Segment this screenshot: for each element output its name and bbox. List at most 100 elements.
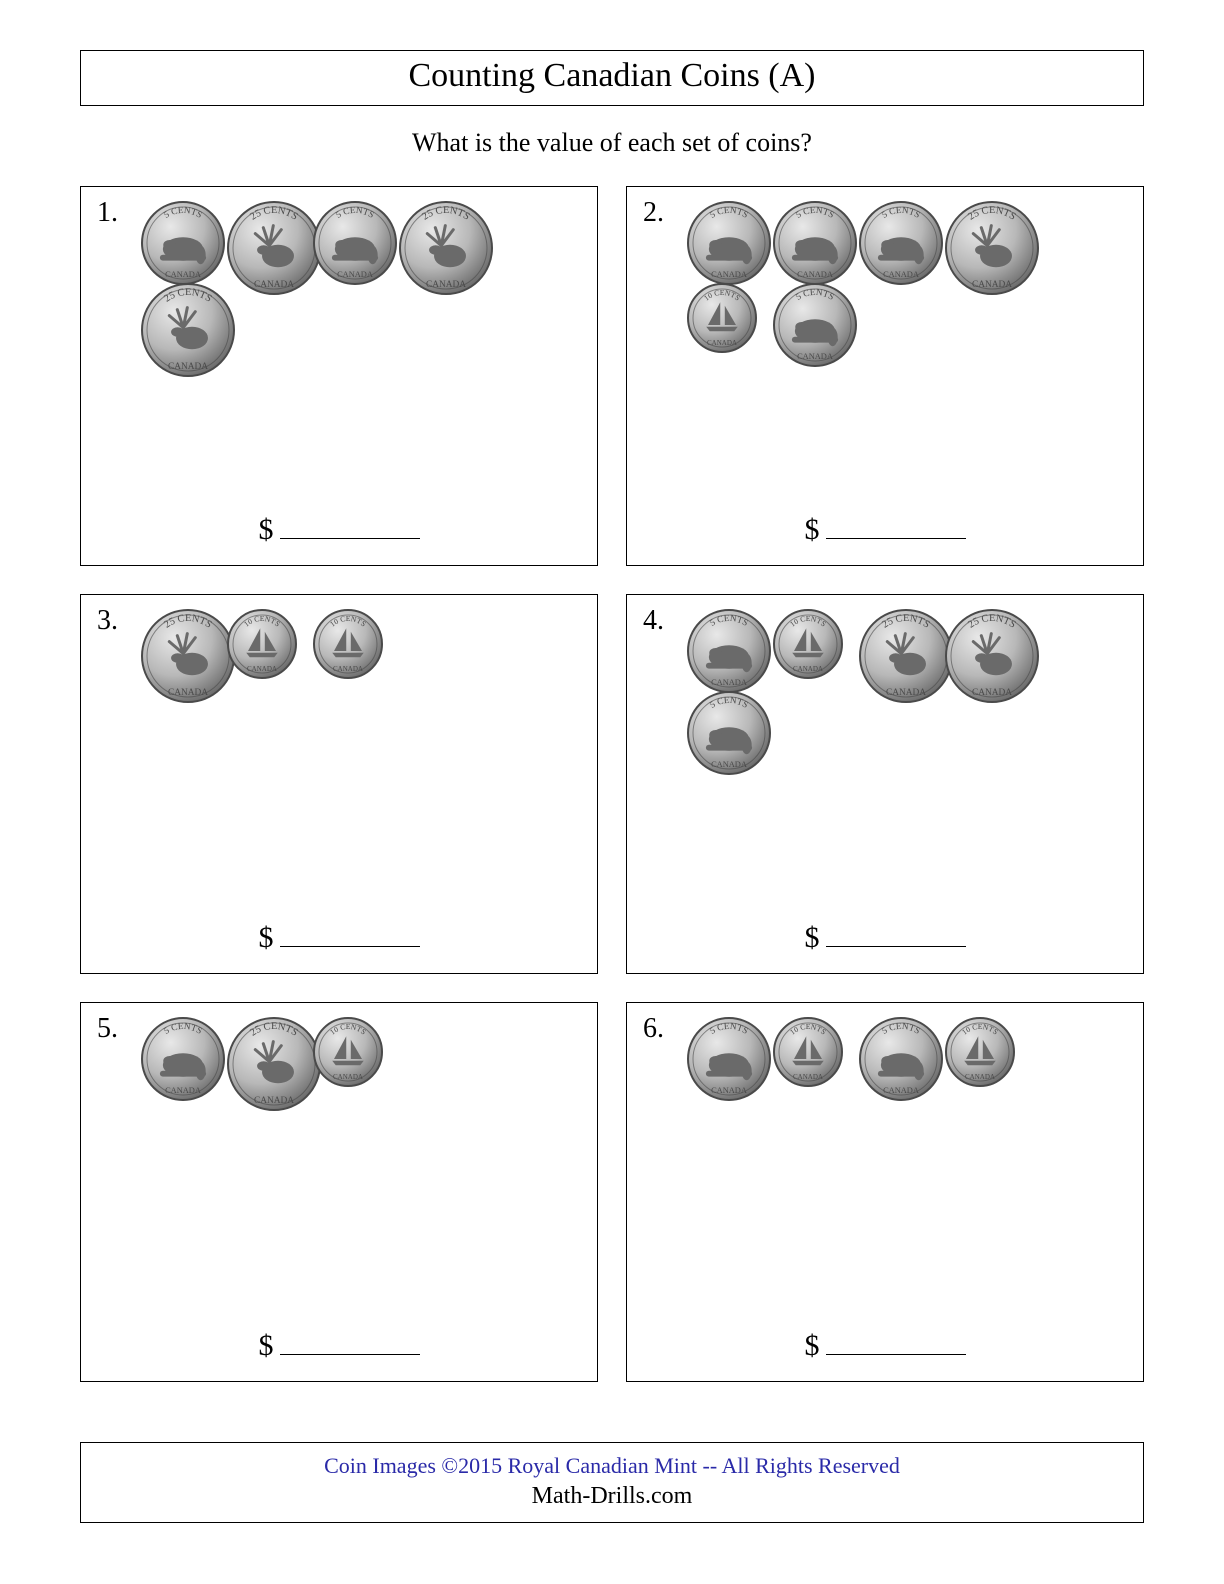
answer-line: $ [81,920,597,955]
question-number: 2. [643,197,664,229]
quarter-coin-icon: 25 CENTS CANADA [859,609,953,703]
svg-text:CANADA: CANADA [247,665,277,673]
svg-text:CANADA: CANADA [793,665,823,673]
question-number: 4. [643,605,664,637]
answer-line: $ [627,1328,1143,1363]
question-number: 1. [97,197,118,229]
coin-area: 25 CENTS CANADA 10 CENTS CANADA [141,609,583,913]
nickel-coin-icon: 5 CENTS CANADA [773,201,857,285]
nickel-coin-icon: 5 CENTS CANADA [859,1017,943,1101]
nickel-coin: 5 CENTS CANADA [773,283,857,372]
nickel-coin: 5 CENTS CANADA [687,609,771,698]
dime-coin-icon: 10 CENTS CANADA [773,1017,843,1087]
svg-text:CANADA: CANADA [886,688,926,698]
problem-cell: 6. 5 CENTS CANADA [626,1002,1144,1382]
currency-symbol: $ [805,1329,820,1362]
svg-text:CANADA: CANADA [797,352,833,361]
question-number: 5. [97,1013,118,1045]
dime-coin: 10 CENTS CANADA [773,609,843,684]
svg-text:CANADA: CANADA [165,1086,201,1095]
nickel-coin: 5 CENTS CANADA [773,201,857,290]
answer-line: $ [627,512,1143,547]
quarter-coin: 25 CENTS CANADA [859,609,953,708]
nickel-coin: 5 CENTS CANADA [859,201,943,290]
nickel-coin: 5 CENTS CANADA [687,691,771,780]
answer-blank[interactable] [280,920,420,947]
dime-coin-icon: 10 CENTS CANADA [313,609,383,679]
svg-text:CANADA: CANADA [711,678,747,687]
quarter-coin-icon: 25 CENTS CANADA [227,1017,321,1111]
quarter-coin: 25 CENTS CANADA [227,1017,321,1116]
credit-line: Coin Images ©2015 Royal Canadian Mint --… [81,1453,1143,1479]
svg-text:CANADA: CANADA [337,270,373,279]
answer-blank[interactable] [280,512,420,539]
problem-cell: 1. 5 CENTS CANADA [80,186,598,566]
dime-coin-icon: 10 CENTS CANADA [945,1017,1015,1087]
answer-line: $ [627,920,1143,955]
site-line: Math-Drills.com [81,1483,1143,1510]
dime-coin-icon: 10 CENTS CANADA [313,1017,383,1087]
svg-text:CANADA: CANADA [254,1096,294,1106]
nickel-coin-icon: 5 CENTS CANADA [687,609,771,693]
dime-coin-icon: 10 CENTS CANADA [687,283,757,353]
coin-area: 5 CENTS CANADA 10 CENTS CANADA [687,1017,1129,1321]
svg-text:CANADA: CANADA [168,362,208,372]
nickel-coin: 5 CENTS CANADA [687,1017,771,1106]
problem-cell: 4. 5 CENTS CANADA [626,594,1144,974]
nickel-coin: 5 CENTS CANADA [141,201,225,290]
quarter-coin-icon: 25 CENTS CANADA [945,609,1039,703]
dime-coin-icon: 10 CENTS CANADA [227,609,297,679]
nickel-coin-icon: 5 CENTS CANADA [687,691,771,775]
svg-text:CANADA: CANADA [333,1073,363,1081]
dime-coin: 10 CENTS CANADA [313,1017,383,1092]
problem-cell: 3. 25 CENTS CANADA [80,594,598,974]
nickel-coin: 5 CENTS CANADA [687,201,771,290]
currency-symbol: $ [805,513,820,546]
answer-blank[interactable] [280,1328,420,1355]
svg-text:CANADA: CANADA [711,270,747,279]
dime-coin: 10 CENTS CANADA [945,1017,1015,1092]
dime-coin: 10 CENTS CANADA [773,1017,843,1092]
svg-text:CANADA: CANADA [793,1073,823,1081]
nickel-coin-icon: 5 CENTS CANADA [687,201,771,285]
quarter-coin-icon: 25 CENTS CANADA [141,609,235,703]
subtitle: What is the value of each set of coins? [80,128,1144,158]
dime-coin: 10 CENTS CANADA [687,283,757,358]
nickel-coin-icon: 5 CENTS CANADA [141,201,225,285]
nickel-coin-icon: 5 CENTS CANADA [687,1017,771,1101]
coin-area: 5 CENTS CANADA 25 CENTS CANADA [141,201,583,505]
currency-symbol: $ [259,513,274,546]
answer-blank[interactable] [826,512,966,539]
svg-text:CANADA: CANADA [333,665,363,673]
dime-coin: 10 CENTS CANADA [227,609,297,684]
answer-blank[interactable] [826,920,966,947]
svg-text:CANADA: CANADA [883,270,919,279]
currency-symbol: $ [259,1329,274,1362]
svg-text:CANADA: CANADA [707,339,737,347]
quarter-coin: 25 CENTS CANADA [399,201,493,300]
svg-text:CANADA: CANADA [965,1073,995,1081]
svg-text:CANADA: CANADA [972,280,1012,290]
quarter-coin: 25 CENTS CANADA [141,283,235,382]
answer-line: $ [81,1328,597,1363]
coin-area: 5 CENTS CANADA 5 CENTS CANADA [687,201,1129,505]
answer-blank[interactable] [826,1328,966,1355]
quarter-coin: 25 CENTS CANADA [227,201,321,300]
quarter-coin-icon: 25 CENTS CANADA [141,283,235,377]
currency-symbol: $ [259,921,274,954]
nickel-coin: 5 CENTS CANADA [141,1017,225,1106]
nickel-coin: 5 CENTS CANADA [313,201,397,290]
worksheet-page: Counting Canadian Coins (A) What is the … [0,0,1224,1584]
svg-text:CANADA: CANADA [426,280,466,290]
quarter-coin: 25 CENTS CANADA [945,201,1039,300]
nickel-coin: 5 CENTS CANADA [859,1017,943,1106]
answer-line: $ [81,512,597,547]
nickel-coin-icon: 5 CENTS CANADA [859,201,943,285]
dime-coin-icon: 10 CENTS CANADA [773,609,843,679]
quarter-coin-icon: 25 CENTS CANADA [399,201,493,295]
dime-coin: 10 CENTS CANADA [313,609,383,684]
svg-text:CANADA: CANADA [165,270,201,279]
nickel-coin-icon: 5 CENTS CANADA [773,283,857,367]
currency-symbol: $ [805,921,820,954]
question-number: 6. [643,1013,664,1045]
